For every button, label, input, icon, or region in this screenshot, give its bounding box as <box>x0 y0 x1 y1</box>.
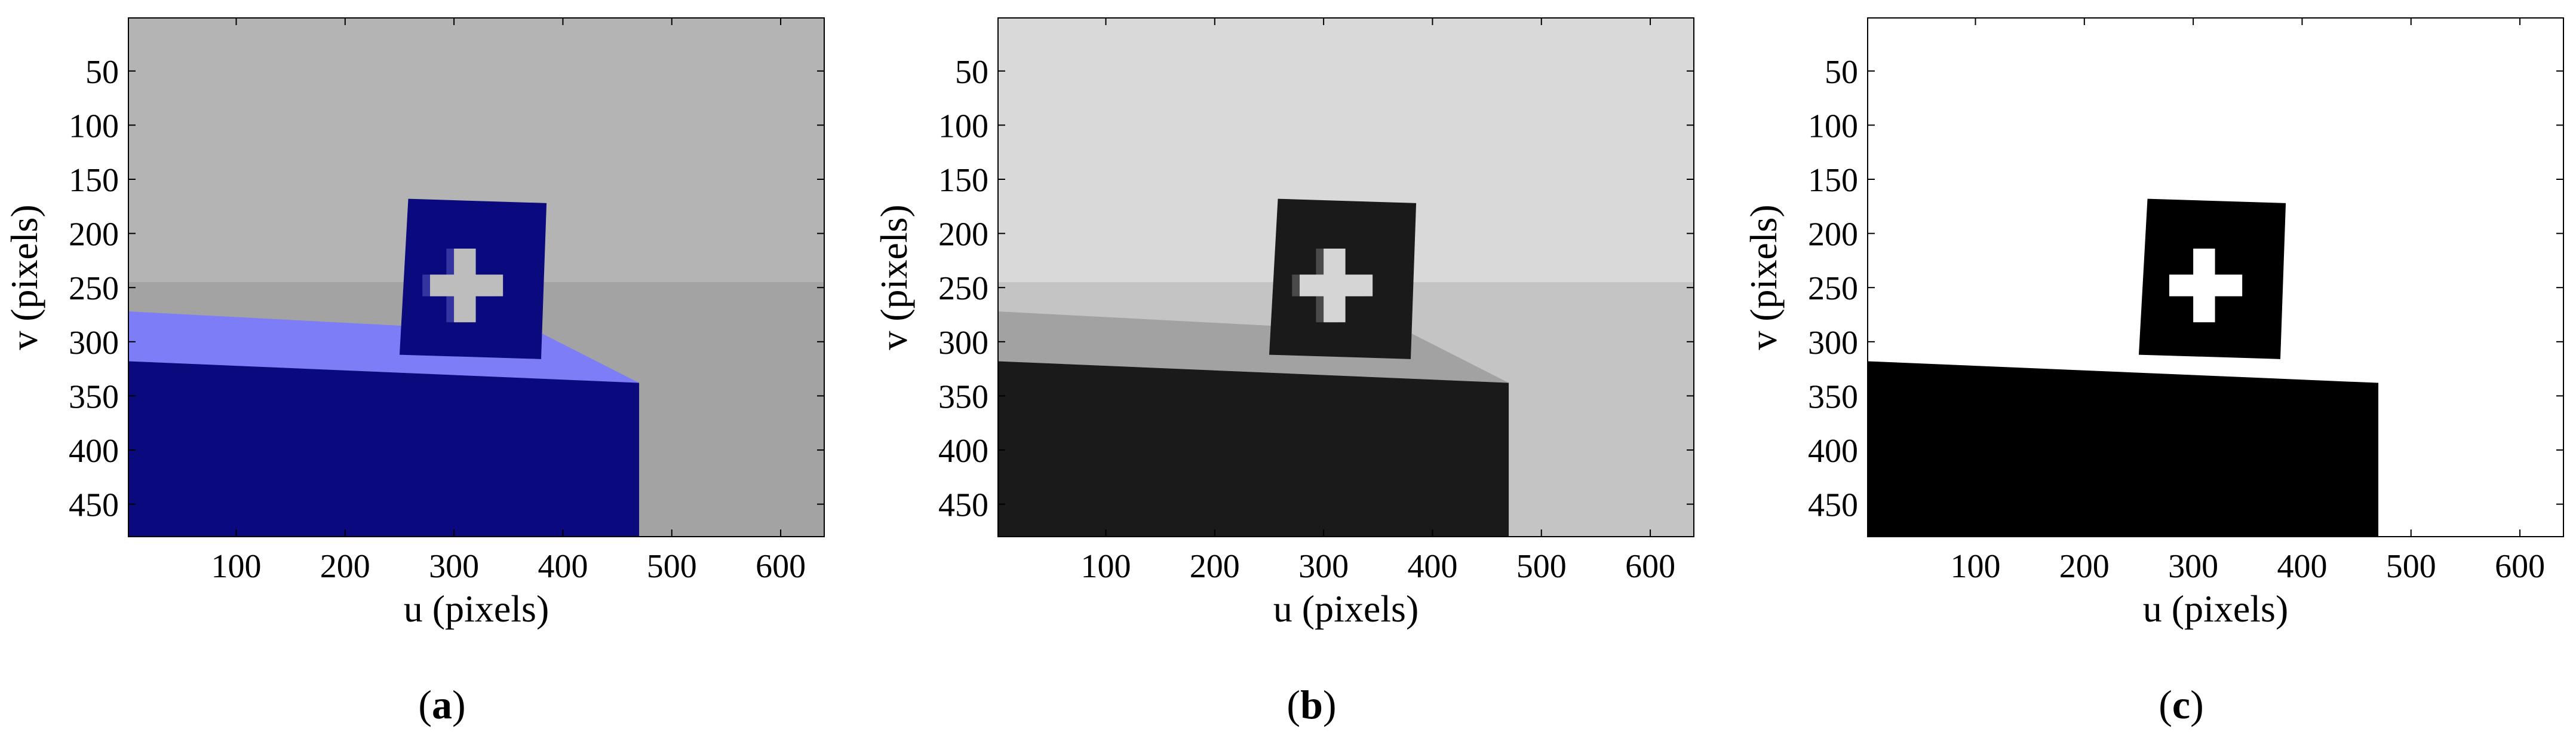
y-tick-label: 400 <box>938 433 988 470</box>
y-tick-label: 200 <box>938 216 988 253</box>
y-tick-label: 50 <box>1825 54 1858 91</box>
y-tick-label: 350 <box>69 378 119 415</box>
block-top-face <box>1868 311 2379 383</box>
block-front-face <box>998 361 1509 537</box>
image-plot-a: 100 200 300 400 500 600 50 100 150 200 250 300 350 40… <box>3 17 825 630</box>
y-tick-label: 350 <box>1808 378 1858 415</box>
cross-hole <box>1300 248 1373 323</box>
axes-frame <box>128 17 825 537</box>
x-tick-label: 300 <box>429 548 479 585</box>
y-tick-label: 50 <box>955 54 988 91</box>
y-tick-label: 200 <box>1808 216 1858 253</box>
y-tick-label: 100 <box>1808 108 1858 145</box>
x-tick-label: 500 <box>2386 548 2436 585</box>
image-plot-c: 100 200 300 400 500 600 50 100 150 200 250 300 350 40… <box>1742 17 2564 630</box>
x-tick-label: 400 <box>538 548 588 585</box>
cross-hole <box>430 248 503 323</box>
y-tick-label: 300 <box>69 325 119 362</box>
y-axis-label: v (pixels) <box>3 204 45 350</box>
y-tick-label: 350 <box>938 378 988 415</box>
y-axis-label: v (pixels) <box>1742 204 1785 350</box>
block-top-face <box>128 311 640 383</box>
y-tick-label: 450 <box>1808 487 1858 524</box>
x-tick-label: 600 <box>756 548 806 585</box>
block-front-face <box>128 361 640 537</box>
x-tick-label: 100 <box>1080 548 1131 585</box>
block-front-face <box>1868 361 2379 537</box>
y-tick-label: 400 <box>1808 433 1858 470</box>
cross-hole <box>2169 248 2243 323</box>
y-tick-label: 250 <box>69 270 119 307</box>
image-plot-b: 100 200 300 400 500 600 50 100 150 200 250 300 350 40… <box>873 17 1694 630</box>
y-tick-label: 50 <box>85 54 119 91</box>
scene-image <box>998 18 1694 537</box>
panel-a: 100 200 300 400 500 600 50 100 150 200 250 300 350 40… <box>0 0 854 750</box>
x-tick-label: 200 <box>2059 548 2110 585</box>
axes-frame <box>1867 17 2564 537</box>
x-tick-label: 100 <box>1950 548 2000 585</box>
caption-c: (c) <box>2159 682 2204 727</box>
x-axis-label: u (pixels) <box>404 587 549 630</box>
scene-image <box>128 18 824 537</box>
scene-image <box>1868 18 2563 537</box>
y-tick-label: 150 <box>938 162 988 199</box>
y-tick-label: 300 <box>938 325 988 362</box>
y-tick-label: 150 <box>1808 162 1858 199</box>
x-axis-label: u (pixels) <box>1273 587 1419 630</box>
x-tick-label: 200 <box>1190 548 1240 585</box>
panel-c: 100 200 300 400 500 600 50 100 150 200 250 300 350 40… <box>1739 0 2576 750</box>
y-tick-label: 100 <box>938 108 988 145</box>
y-tick-label: 100 <box>69 108 119 145</box>
x-tick-label: 300 <box>1298 548 1349 585</box>
x-tick-label: 500 <box>1516 548 1567 585</box>
y-tick-label: 200 <box>69 216 119 253</box>
x-tick-label: 300 <box>2168 548 2218 585</box>
caption-b: (b) <box>1287 682 1337 727</box>
x-tick-label: 200 <box>320 548 370 585</box>
x-tick-label: 100 <box>211 548 261 585</box>
block-top-face <box>998 311 1509 383</box>
y-tick-label: 150 <box>69 162 119 199</box>
x-tick-label: 500 <box>647 548 697 585</box>
caption-a: (a) <box>418 682 466 727</box>
y-tick-label: 250 <box>938 270 988 307</box>
x-tick-label: 400 <box>2277 548 2327 585</box>
y-tick-label: 250 <box>1808 270 1858 307</box>
x-tick-label: 400 <box>1407 548 1457 585</box>
y-axis-label: v (pixels) <box>873 204 915 350</box>
y-tick-label: 450 <box>69 487 119 524</box>
y-tick-label: 400 <box>69 433 119 470</box>
axes-frame <box>997 17 1694 537</box>
y-tick-label: 300 <box>1808 325 1858 362</box>
x-tick-label: 600 <box>2495 548 2545 585</box>
x-axis-label: u (pixels) <box>2143 587 2289 630</box>
x-tick-label: 600 <box>1625 548 1675 585</box>
y-tick-label: 450 <box>938 487 988 524</box>
panel-b: 100 200 300 400 500 600 50 100 150 200 250 300 350 40… <box>870 0 1724 750</box>
